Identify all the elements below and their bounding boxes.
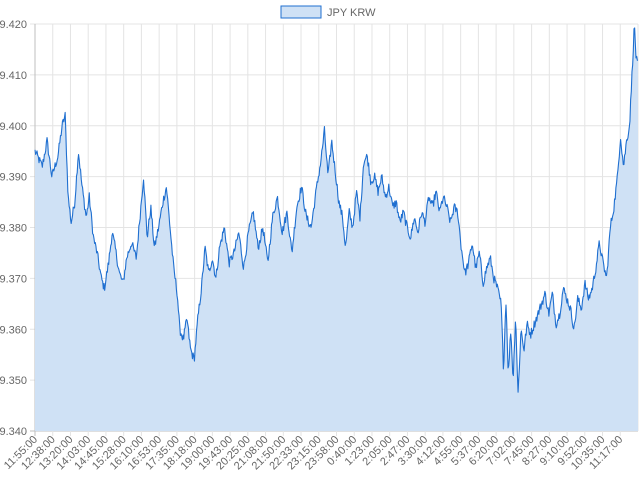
y-tick-label: 9.400	[0, 121, 27, 133]
y-tick-label: 9.380	[0, 223, 27, 235]
legend: JPY KRW	[280, 5, 376, 19]
series-area	[34, 27, 639, 432]
series-line	[34, 27, 639, 393]
y-tick-label: 9.340	[0, 426, 27, 438]
y-tick-label: 9.360	[0, 324, 27, 336]
y-tick-label: 9.420	[0, 19, 27, 31]
y-tick-label: 9.390	[0, 172, 27, 184]
legend-label: JPY KRW	[327, 7, 376, 19]
y-tick-label: 9.410	[0, 70, 27, 82]
series-fill	[35, 27, 638, 432]
y-tick-label: 9.370	[0, 273, 27, 285]
y-tick-label: 9.350	[0, 375, 27, 387]
legend-swatch	[280, 5, 322, 19]
